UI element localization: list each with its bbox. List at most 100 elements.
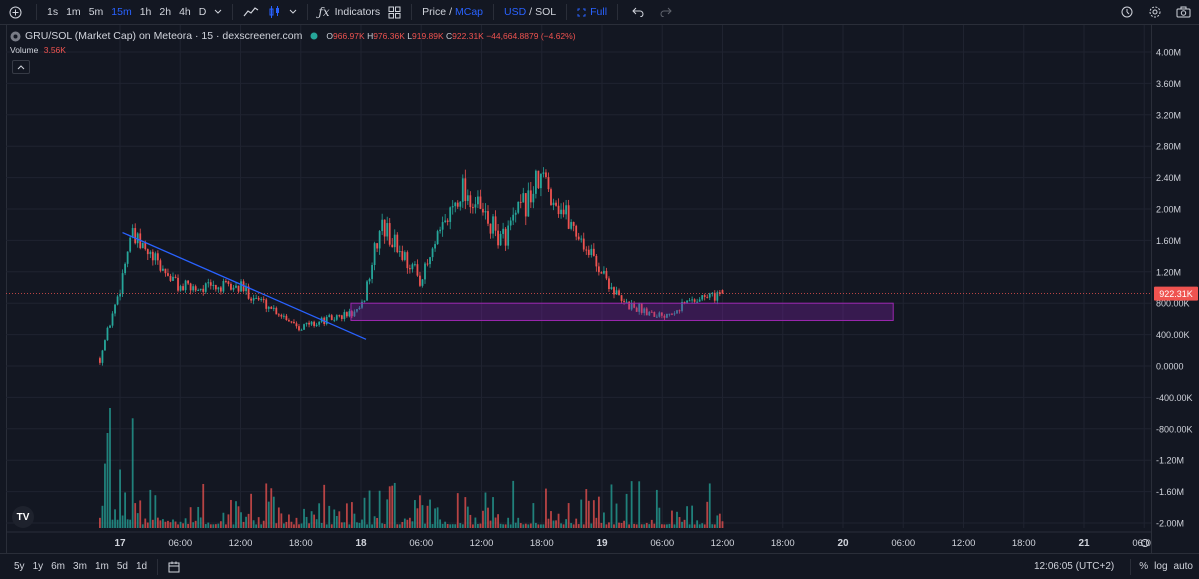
symbol-title[interactable]: GRU/SOL (Market Cap) on Meteora · 15 · d… bbox=[25, 30, 303, 42]
log-toggle[interactable]: log bbox=[1154, 561, 1168, 572]
candle-body bbox=[499, 233, 502, 246]
volume-bar bbox=[134, 503, 137, 528]
interval-1m[interactable]: 1m bbox=[66, 6, 81, 18]
support-zone-rect[interactable] bbox=[350, 302, 894, 321]
layouts-icon[interactable] bbox=[384, 0, 405, 24]
candle-body bbox=[111, 313, 114, 326]
settings-gear-icon[interactable] bbox=[1144, 0, 1166, 24]
candle-body bbox=[708, 293, 711, 298]
range-1d[interactable]: 1d bbox=[135, 561, 148, 572]
currency-toggle[interactable]: USD / SOL bbox=[500, 0, 560, 24]
candle-body bbox=[575, 225, 578, 237]
interval-1h[interactable]: 1h bbox=[139, 6, 152, 18]
candle-body bbox=[245, 286, 247, 292]
volume-bar bbox=[529, 523, 532, 528]
interval-4h[interactable]: 4h bbox=[179, 6, 191, 18]
goto-date-icon[interactable] bbox=[164, 561, 184, 573]
range-1m[interactable]: 1m bbox=[94, 561, 109, 572]
volume-bar bbox=[366, 524, 368, 528]
volume-bar bbox=[131, 418, 134, 528]
grid bbox=[6, 25, 1151, 528]
candles-icon[interactable] bbox=[263, 0, 285, 24]
percent-toggle[interactable]: % bbox=[1139, 561, 1149, 572]
trend-line[interactable] bbox=[122, 231, 367, 340]
price-tick-label: -2.00M bbox=[1156, 519, 1184, 529]
price-tick-label: 2.80M bbox=[1156, 142, 1181, 152]
candle-body bbox=[580, 238, 583, 240]
time-axis[interactable]: 17 06:00 12:00 18:00 18 06:00 12:00 18:00 19 06:0… bbox=[6, 531, 1156, 549]
volume-bar bbox=[368, 490, 371, 528]
candle-body bbox=[643, 308, 646, 313]
candle-body bbox=[529, 190, 532, 203]
interval-5m[interactable]: 5m bbox=[88, 6, 104, 18]
volume-bar bbox=[565, 519, 568, 528]
line-chart-icon[interactable] bbox=[239, 0, 263, 24]
range-5d[interactable]: 5d bbox=[116, 561, 128, 572]
chart-canvas[interactable]: 17 06:00 12:00 18:00 18 06:00 12:00 18:00 19 06:0… bbox=[6, 25, 1156, 553]
indicators-button[interactable]: ƒx Indicators bbox=[314, 0, 384, 24]
time-tick-label: 06:00 bbox=[891, 538, 915, 549]
price-option[interactable]: Price bbox=[422, 6, 447, 18]
chevron-down-icon[interactable] bbox=[210, 0, 226, 24]
undo-icon[interactable] bbox=[624, 0, 652, 24]
volume-bar bbox=[333, 509, 336, 528]
volume-bar bbox=[653, 523, 656, 528]
full-button[interactable]: Full bbox=[573, 0, 611, 24]
range-1y[interactable]: 1y bbox=[32, 561, 44, 572]
candle-body bbox=[577, 236, 580, 240]
time-tick-label: 18:00 bbox=[1012, 538, 1036, 549]
volume-bar bbox=[207, 522, 210, 528]
candle-body bbox=[386, 223, 389, 237]
candle-body bbox=[376, 243, 379, 249]
price-axis[interactable]: 4.00M 3.60M 3.20M 2.80M 2.40M 2.00M 1.60M 1.20M… bbox=[1151, 25, 1199, 553]
volume-bar bbox=[416, 508, 419, 528]
interval-D[interactable]: D bbox=[198, 6, 207, 18]
sol-option[interactable]: SOL bbox=[535, 6, 557, 18]
chart-pane[interactable]: 17 06:00 12:00 18:00 18 06:00 12:00 18:00 19 06:0… bbox=[6, 25, 1156, 553]
volume-bar bbox=[721, 521, 724, 528]
volume-bar bbox=[698, 524, 701, 528]
redo-icon[interactable] bbox=[652, 0, 680, 24]
volume-bar bbox=[429, 499, 431, 528]
price-axis-canvas[interactable]: 4.00M 3.60M 3.20M 2.80M 2.40M 2.00M 1.60M 1.20M… bbox=[1152, 25, 1199, 553]
usd-option[interactable]: USD bbox=[504, 6, 527, 18]
volume-bar bbox=[298, 524, 300, 528]
chevron-down-icon[interactable] bbox=[285, 0, 301, 24]
candle-body bbox=[403, 252, 406, 260]
price-mcap-toggle[interactable]: Price / MCap bbox=[418, 0, 487, 24]
candle-body bbox=[333, 319, 336, 321]
volume-bar bbox=[237, 506, 240, 528]
volume-bar bbox=[451, 524, 454, 528]
time-axis-settings-icon[interactable] bbox=[1141, 539, 1149, 547]
candle-body bbox=[99, 358, 101, 363]
range-3m[interactable]: 3m bbox=[73, 561, 87, 572]
clock[interactable]: 12:06:05 (UTC+2) bbox=[1033, 561, 1115, 572]
range-6m[interactable]: 6m bbox=[51, 561, 66, 572]
volume-bar bbox=[688, 524, 691, 528]
volume-bar bbox=[255, 524, 258, 528]
add-symbol-icon[interactable] bbox=[0, 0, 30, 24]
candle-body bbox=[192, 286, 195, 291]
time-tick-label: 06:00 bbox=[168, 538, 192, 549]
volume-bar bbox=[439, 519, 442, 528]
collapse-legend-button[interactable] bbox=[12, 60, 30, 74]
volume-bar bbox=[454, 524, 457, 528]
high-label: H bbox=[367, 31, 374, 41]
camera-icon[interactable] bbox=[1172, 0, 1195, 24]
candle-body bbox=[477, 196, 479, 205]
range-5y[interactable]: 5y bbox=[14, 561, 25, 572]
volume-bar bbox=[280, 513, 283, 528]
interval-1s[interactable]: 1s bbox=[47, 6, 59, 18]
alert-icon[interactable] bbox=[1116, 0, 1138, 24]
volume-bar bbox=[595, 517, 598, 528]
mcap-option[interactable]: MCap bbox=[454, 6, 483, 18]
auto-toggle[interactable]: auto bbox=[1173, 561, 1193, 572]
volume-bar bbox=[678, 517, 681, 528]
candle-body bbox=[676, 310, 678, 314]
candle-body bbox=[252, 298, 255, 301]
interval-15m[interactable]: 15m bbox=[111, 6, 132, 18]
interval-2h[interactable]: 2h bbox=[159, 6, 172, 18]
volume-bar bbox=[156, 517, 159, 528]
volume-bar bbox=[414, 500, 416, 528]
tradingview-logo[interactable]: TV bbox=[12, 506, 34, 528]
